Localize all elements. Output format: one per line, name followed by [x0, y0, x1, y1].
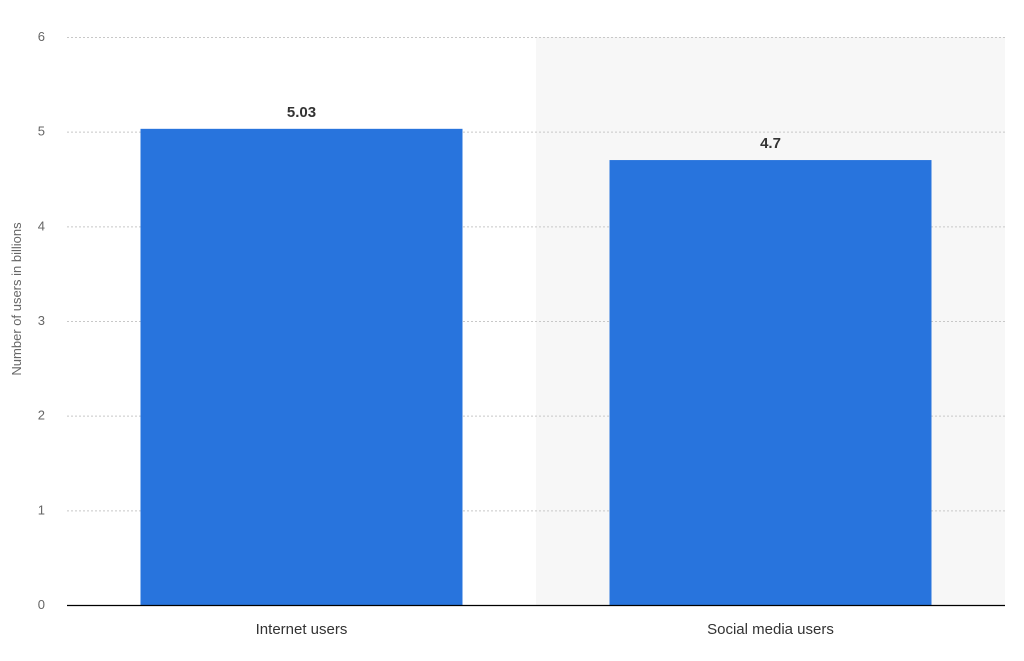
y-tick-label-3: 3 — [38, 313, 45, 328]
category-label-0: Internet users — [256, 621, 348, 638]
y-axis-ticks: 0 1 2 3 4 5 6 — [38, 29, 45, 612]
y-tick-label-6: 6 — [38, 29, 45, 44]
y-tick-label-1: 1 — [38, 502, 45, 517]
y-tick-label-5: 5 — [38, 124, 45, 139]
y-tick-label-2: 2 — [38, 408, 45, 423]
bar-0 — [140, 128, 463, 605]
bar-1 — [609, 160, 932, 606]
data-label-0: 5.03 — [287, 104, 316, 121]
y-tick-label-4: 4 — [38, 218, 45, 233]
data-label-1: 4.7 — [760, 135, 781, 152]
y-axis-title: Number of users in billions — [9, 222, 24, 376]
data-labels: 5.03 4.7 — [287, 104, 781, 152]
x-axis-categories: Internet users Social media users — [256, 621, 834, 638]
category-label-1: Social media users — [707, 621, 834, 638]
y-tick-label-0: 0 — [38, 597, 45, 612]
bars — [140, 128, 932, 606]
